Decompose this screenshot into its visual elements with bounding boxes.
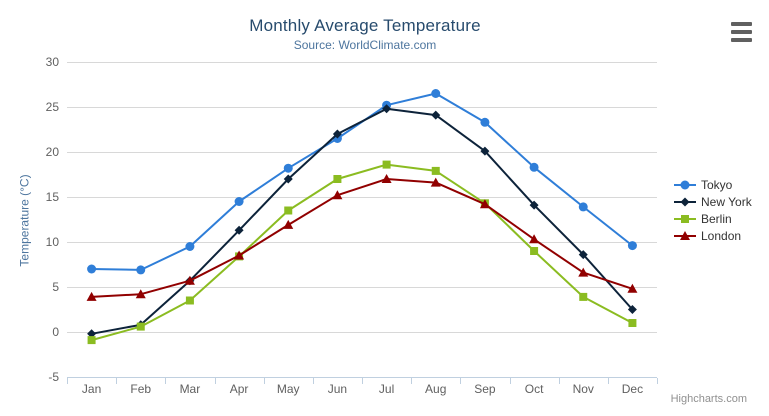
x-axis-label: Aug bbox=[425, 382, 447, 396]
x-axis-label: Sep bbox=[474, 382, 496, 396]
legend-symbol bbox=[680, 180, 690, 189]
data-point-berlin[interactable] bbox=[136, 322, 145, 331]
data-point-london[interactable] bbox=[578, 267, 589, 277]
x-axis-label: Mar bbox=[179, 382, 201, 396]
y-axis-label: 0 bbox=[52, 324, 59, 339]
x-axis-label: Oct bbox=[524, 382, 544, 396]
data-point-london[interactable] bbox=[135, 289, 146, 299]
y-axis-title: Temperature (°C) bbox=[17, 174, 32, 267]
legend-label: Tokyo bbox=[701, 177, 733, 192]
legend-item-tokyo[interactable]: Tokyo bbox=[674, 177, 752, 192]
data-point-new-york[interactable] bbox=[234, 225, 244, 235]
data-point-berlin[interactable] bbox=[579, 292, 588, 301]
legend-item-new-york[interactable]: New York bbox=[674, 194, 752, 209]
data-point-berlin[interactable] bbox=[628, 319, 637, 327]
data-point-berlin[interactable] bbox=[333, 175, 342, 183]
x-axis-label: Dec bbox=[621, 382, 644, 396]
x-axis-label: Feb bbox=[130, 382, 152, 396]
y-axis-label: -5 bbox=[48, 369, 59, 384]
context-menu-button[interactable] bbox=[729, 18, 754, 46]
legend-item-london[interactable]: London bbox=[674, 228, 752, 243]
data-point-new-york[interactable] bbox=[332, 129, 342, 139]
x-axis-label: Jul bbox=[378, 382, 395, 396]
x-axis-label: Apr bbox=[229, 382, 249, 396]
hamburger-icon bbox=[731, 30, 752, 34]
y-axis-label: 15 bbox=[45, 189, 59, 204]
data-point-berlin[interactable] bbox=[431, 166, 440, 175]
legend-symbol bbox=[680, 197, 690, 206]
chart-subtitle: Source: WorldClimate.com bbox=[293, 38, 437, 52]
y-axis-label: 10 bbox=[45, 234, 59, 249]
y-axis-label: 30 bbox=[45, 54, 59, 69]
legend-label: London bbox=[701, 228, 742, 243]
chart-title: Monthly Average Temperature bbox=[249, 16, 481, 35]
data-point-london[interactable] bbox=[627, 283, 638, 293]
data-point-tokyo[interactable] bbox=[136, 265, 146, 275]
legend: Tokyo New York Berlin London bbox=[674, 177, 752, 243]
series-line-berlin bbox=[90, 163, 634, 342]
legend-marker-square-icon bbox=[674, 214, 696, 223]
data-point-london[interactable] bbox=[184, 275, 195, 285]
data-point-tokyo[interactable] bbox=[627, 241, 637, 251]
data-point-new-york[interactable] bbox=[529, 200, 539, 210]
data-point-london[interactable] bbox=[234, 250, 245, 260]
x-axis-label: Jan bbox=[81, 382, 102, 396]
series-line-london bbox=[90, 178, 634, 298]
data-point-london[interactable] bbox=[332, 190, 343, 200]
data-point-london[interactable] bbox=[283, 219, 294, 229]
data-point-london[interactable] bbox=[381, 174, 392, 183]
legend-symbol bbox=[680, 230, 690, 240]
legend-marker-triangle-icon bbox=[674, 230, 696, 240]
data-point-london[interactable] bbox=[479, 199, 490, 209]
data-point-tokyo[interactable] bbox=[578, 202, 588, 212]
legend-label: New York bbox=[701, 194, 752, 209]
data-point-tokyo[interactable] bbox=[480, 117, 490, 127]
legend-symbol bbox=[681, 214, 689, 223]
data-point-tokyo[interactable] bbox=[283, 163, 293, 173]
data-point-new-york[interactable] bbox=[480, 146, 490, 156]
data-point-tokyo[interactable] bbox=[185, 242, 195, 251]
data-point-berlin[interactable] bbox=[87, 336, 96, 345]
data-point-new-york[interactable] bbox=[578, 250, 588, 260]
data-point-new-york[interactable] bbox=[87, 329, 97, 339]
data-point-new-york[interactable] bbox=[283, 174, 293, 184]
data-point-london[interactable] bbox=[86, 291, 97, 301]
x-axis-label: May bbox=[276, 382, 300, 396]
data-point-tokyo[interactable] bbox=[87, 264, 97, 274]
data-point-berlin[interactable] bbox=[185, 296, 194, 305]
hamburger-icon bbox=[731, 38, 752, 42]
legend-marker-circle-icon bbox=[674, 180, 696, 189]
y-axis-label: 20 bbox=[45, 144, 59, 159]
data-point-tokyo[interactable] bbox=[529, 162, 539, 172]
data-point-berlin[interactable] bbox=[382, 160, 391, 169]
series-line-tokyo bbox=[90, 92, 634, 271]
y-axis-label: 5 bbox=[52, 279, 59, 294]
credits-link[interactable]: Highcharts.com bbox=[670, 393, 747, 405]
data-point-new-york[interactable] bbox=[627, 305, 637, 314]
data-point-london[interactable] bbox=[430, 177, 441, 187]
x-axis-label: Nov bbox=[572, 382, 594, 396]
data-point-london[interactable] bbox=[529, 234, 540, 244]
y-axis-label: 25 bbox=[45, 99, 59, 114]
legend-marker-diamond-icon bbox=[674, 197, 696, 206]
data-point-tokyo[interactable] bbox=[431, 89, 441, 98]
data-point-berlin[interactable] bbox=[530, 247, 539, 255]
data-point-new-york[interactable] bbox=[382, 104, 392, 114]
hamburger-icon bbox=[731, 22, 752, 26]
data-point-berlin[interactable] bbox=[284, 206, 293, 215]
data-point-new-york[interactable] bbox=[431, 110, 441, 120]
x-axis-label: Jun bbox=[327, 382, 348, 396]
data-point-tokyo[interactable] bbox=[234, 197, 244, 206]
series-line-new-york bbox=[90, 107, 634, 335]
legend-label: Berlin bbox=[701, 211, 732, 226]
legend-item-berlin[interactable]: Berlin bbox=[674, 211, 752, 226]
